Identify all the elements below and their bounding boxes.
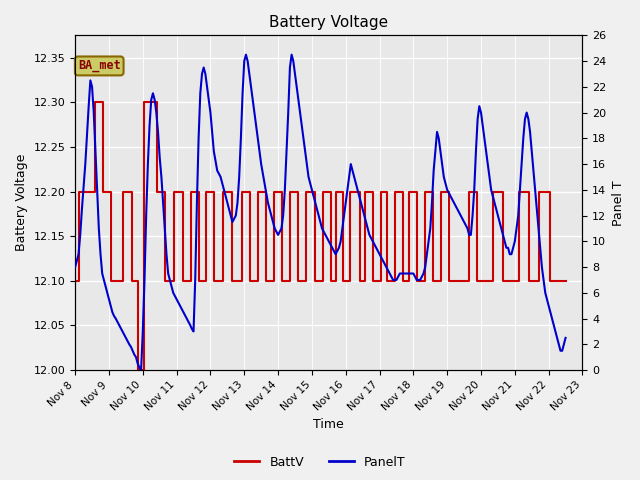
X-axis label: Time: Time	[314, 419, 344, 432]
Text: BA_met: BA_met	[78, 60, 120, 72]
Y-axis label: Battery Voltage: Battery Voltage	[15, 154, 28, 252]
Title: Battery Voltage: Battery Voltage	[269, 15, 388, 30]
Y-axis label: Panel T: Panel T	[612, 180, 625, 226]
Legend: BattV, PanelT: BattV, PanelT	[229, 451, 411, 474]
